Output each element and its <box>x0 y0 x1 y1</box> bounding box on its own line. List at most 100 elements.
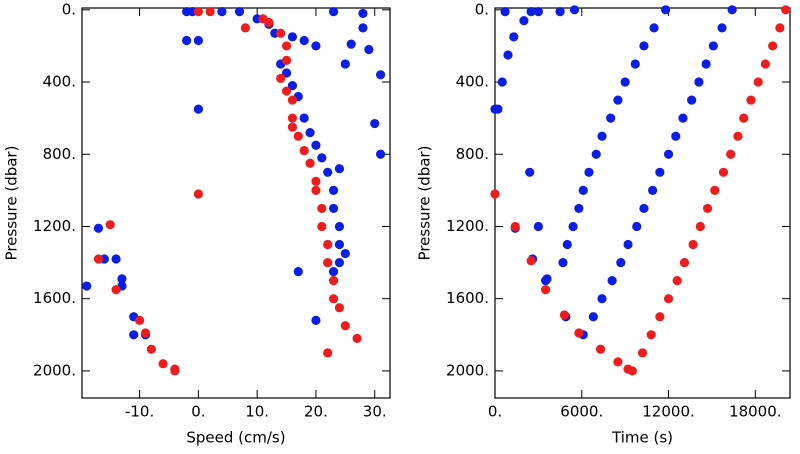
data-point <box>688 239 698 250</box>
x-tick-label: 0. <box>488 403 502 421</box>
data-point <box>205 7 215 17</box>
data-point <box>613 95 623 105</box>
data-point <box>663 294 674 304</box>
data-point <box>323 167 333 177</box>
y-tick-label: 800. <box>456 145 489 163</box>
data-point <box>533 221 543 232</box>
data-point <box>497 77 507 87</box>
data-point <box>509 32 519 42</box>
x-tick-label: 10. <box>245 403 269 421</box>
data-point <box>648 185 658 195</box>
data-point <box>694 77 704 87</box>
data-point <box>281 41 292 51</box>
data-point <box>358 23 368 33</box>
data-point <box>311 140 321 150</box>
y-tick-label: 2000. <box>33 361 76 379</box>
data-point <box>117 274 127 284</box>
data-point <box>661 5 671 15</box>
data-point <box>639 41 649 51</box>
x-tick-label: 30. <box>363 403 387 421</box>
data-point <box>287 95 298 105</box>
data-point <box>646 330 656 340</box>
data-point <box>710 185 720 195</box>
data-point <box>111 285 121 295</box>
data-point <box>193 35 203 46</box>
data-point <box>305 158 315 168</box>
data-point <box>671 131 681 141</box>
data-point <box>663 149 674 159</box>
data-point <box>679 257 690 268</box>
data-point <box>632 221 642 232</box>
data-point <box>559 310 570 320</box>
data-point <box>334 239 345 250</box>
data-point <box>584 167 594 177</box>
data-point <box>613 357 623 367</box>
x-tick-label: -10. <box>125 403 154 421</box>
x-tick-label: 6000. <box>560 403 603 421</box>
data-point <box>726 149 736 159</box>
data-point <box>510 221 520 232</box>
data-point <box>588 312 598 322</box>
data-point <box>533 7 543 17</box>
data-point <box>781 5 791 15</box>
data-point <box>701 59 711 69</box>
data-point <box>234 7 245 17</box>
data-point <box>93 223 104 233</box>
data-point <box>364 44 374 55</box>
data-point <box>687 95 697 105</box>
data-point <box>558 257 568 268</box>
data-point <box>717 23 727 33</box>
data-point <box>655 312 665 322</box>
data-point <box>140 328 151 338</box>
data-point <box>555 7 565 17</box>
data-point <box>568 221 578 232</box>
data-point <box>597 294 607 304</box>
data-point <box>375 149 386 159</box>
data-point <box>323 348 333 358</box>
data-point <box>562 239 572 250</box>
data-point <box>490 189 500 199</box>
data-point <box>323 257 333 268</box>
data-point <box>293 267 303 277</box>
data-point <box>493 104 503 114</box>
x-axis-label: Speed (cm/s) <box>186 429 285 447</box>
data-point <box>746 95 756 105</box>
y-tick-label: 1200. <box>33 217 76 235</box>
data-point <box>627 366 637 376</box>
data-point <box>595 344 606 354</box>
data-point <box>526 256 536 266</box>
data-point <box>578 185 588 195</box>
data-point <box>639 203 649 214</box>
data-point <box>503 50 513 60</box>
data-point <box>311 185 321 195</box>
data-point <box>193 189 203 199</box>
y-tick-label: 1600. <box>446 289 489 307</box>
data-point <box>287 113 298 123</box>
data-point <box>317 203 327 214</box>
data-point <box>217 7 227 17</box>
data-point <box>358 8 368 19</box>
data-point <box>718 167 729 177</box>
x-tick-label: 12000. <box>642 403 695 421</box>
data-point <box>519 16 529 26</box>
x-tick-label: 18000. <box>729 403 782 421</box>
data-point <box>182 35 192 46</box>
data-point <box>768 41 778 51</box>
data-point <box>105 220 115 230</box>
data-point <box>328 7 339 17</box>
data-point <box>193 104 203 114</box>
data-point <box>695 221 705 232</box>
data-point <box>317 153 327 163</box>
y-tick-label: 0. <box>475 0 489 18</box>
data-point <box>111 254 121 264</box>
data-point <box>299 35 309 46</box>
data-point <box>525 167 535 177</box>
data-point <box>276 73 286 84</box>
data-point <box>135 315 145 325</box>
data-point <box>727 5 737 15</box>
data-point <box>93 254 104 264</box>
data-point <box>775 23 785 33</box>
plot-frame <box>494 7 791 399</box>
y-tick-label: 400. <box>43 73 76 91</box>
data-point <box>597 131 607 141</box>
